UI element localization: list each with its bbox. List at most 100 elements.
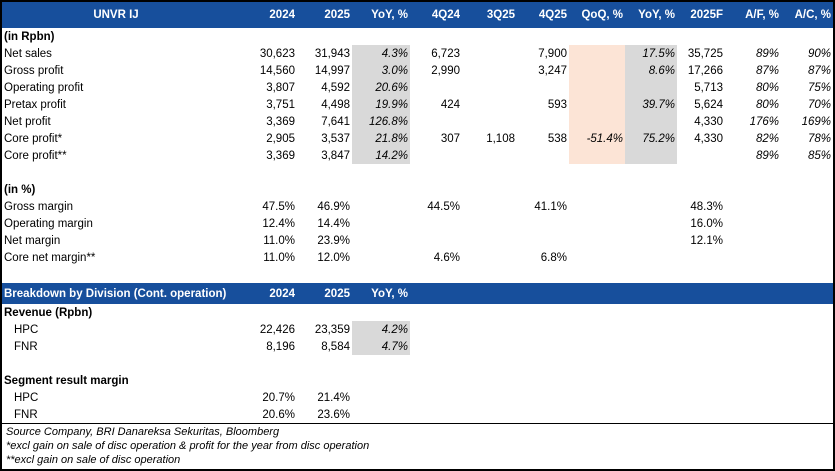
table-row: Pretax profit 3,751 4,498 19.9% 424 593 39.7% 5… <box>2 96 833 113</box>
value-cell: 20.6% <box>352 79 410 96</box>
value-cell <box>517 372 569 389</box>
value-cell: 4,330 <box>694 115 723 128</box>
column-header: QoQ, % <box>569 2 625 28</box>
column-header: YoY, % <box>352 283 410 304</box>
value-cell <box>517 181 569 198</box>
spacer-row <box>2 355 833 372</box>
value-cell: 87% <box>807 64 831 77</box>
value-cell: 48.3% <box>690 200 723 213</box>
value-cell <box>725 215 781 232</box>
row-label: Revenue (Rpbn) <box>4 306 93 319</box>
value-cell: 2,905 <box>266 132 295 145</box>
value-cell: 39.7% <box>625 96 677 113</box>
value-cell <box>569 62 625 79</box>
value-cell: 23,359 <box>314 323 350 336</box>
value-cell: 14,997 <box>314 64 350 77</box>
row-label: FNR <box>14 340 38 353</box>
source-note: Source Company, BRI Danareksa Sekuritas,… <box>6 425 280 438</box>
value-cell <box>677 249 725 266</box>
value-cell <box>462 28 517 45</box>
value-cell <box>297 181 352 198</box>
value-cell <box>781 232 833 249</box>
value-cell <box>625 338 677 355</box>
value-cell <box>462 45 517 62</box>
value-cell: -51.4% <box>569 130 625 147</box>
value-cell: 82% <box>755 132 779 145</box>
value-cell <box>352 198 410 215</box>
row-label: Core net margin** <box>4 251 96 264</box>
value-cell <box>781 198 833 215</box>
value-cell <box>625 28 677 45</box>
table-row: Operating profit 3,807 4,592 20.6% 5,713 80% 7… <box>2 79 833 96</box>
value-cell <box>462 79 517 96</box>
table-row: Operating margin 12.4% 14.4% 16.0% <box>2 215 833 232</box>
value-cell <box>352 232 410 249</box>
column-header <box>462 283 517 304</box>
spacer-row <box>2 164 833 181</box>
value-cell: 3,807 <box>266 81 295 94</box>
value-cell <box>569 406 625 423</box>
value-cell: 4,330 <box>694 132 723 145</box>
value-cell: 75.2% <box>625 130 677 147</box>
row-label: (in Rpbn) <box>4 30 55 43</box>
value-cell: 6,723 <box>431 47 460 60</box>
column-header: 2024 <box>230 2 297 28</box>
value-cell: 3.0% <box>352 62 410 79</box>
value-cell <box>569 113 625 130</box>
value-cell <box>781 249 833 266</box>
table-row: Net profit 3,369 7,641 126.8% 4,330 176% 169% <box>2 113 833 130</box>
value-cell <box>625 147 677 164</box>
table-row: Revenue (Rpbn) <box>2 304 833 321</box>
value-cell: 78% <box>807 132 831 145</box>
value-cell: 85% <box>807 149 831 162</box>
value-cell <box>625 113 677 130</box>
value-cell: 126.8% <box>352 113 410 130</box>
division-breakdown-table: Breakdown by Division (Cont. operation) 2… <box>2 283 833 423</box>
value-cell: 89% <box>755 149 779 162</box>
value-cell: 20.7% <box>262 391 295 404</box>
table-row: Segment result margin <box>2 372 833 389</box>
value-cell: 89% <box>755 47 779 60</box>
row-label: Gross profit <box>4 64 64 77</box>
row-label: Core profit** <box>4 149 67 162</box>
value-cell <box>677 321 725 338</box>
value-cell: 5,624 <box>694 98 723 111</box>
value-cell: 14,560 <box>259 64 295 77</box>
value-cell: 30,623 <box>259 47 295 60</box>
value-cell: 424 <box>440 98 460 111</box>
row-label: Operating margin <box>4 217 93 230</box>
value-cell <box>781 28 833 45</box>
value-cell <box>569 181 625 198</box>
column-header: 2025 <box>297 2 352 28</box>
value-cell <box>781 304 833 321</box>
financials-body: (in Rpbn) Net sales 30,623 31,943 4.3% 6,723 7… <box>2 28 833 283</box>
value-cell <box>517 304 569 321</box>
value-cell: 4.2% <box>352 321 410 338</box>
table-row: Net margin 11.0% 23.9% 12.1% <box>2 232 833 249</box>
value-cell <box>781 321 833 338</box>
value-cell <box>625 406 677 423</box>
value-cell: 47.5% <box>262 200 295 213</box>
value-cell <box>462 181 517 198</box>
value-cell <box>625 181 677 198</box>
value-cell <box>410 147 462 164</box>
value-cell: 31,943 <box>314 47 350 60</box>
value-cell: 169% <box>801 115 831 128</box>
row-label: HPC <box>14 323 39 336</box>
value-cell: 4.6% <box>433 251 460 264</box>
value-cell: 4,498 <box>321 98 350 111</box>
value-cell <box>352 28 410 45</box>
value-cell <box>625 215 677 232</box>
value-cell <box>625 232 677 249</box>
column-header: 4Q25 <box>517 2 569 28</box>
value-cell: 17,266 <box>687 64 723 77</box>
value-cell <box>462 372 517 389</box>
value-cell <box>352 304 410 321</box>
column-header <box>410 283 462 304</box>
value-cell: 87% <box>755 64 779 77</box>
value-cell <box>352 249 410 266</box>
value-cell: 14.4% <box>317 217 350 230</box>
table-row: Core profit** 3,369 3,847 14.2% 89% 85% <box>2 147 833 164</box>
value-cell: 3,847 <box>321 149 350 162</box>
value-cell <box>230 28 297 45</box>
